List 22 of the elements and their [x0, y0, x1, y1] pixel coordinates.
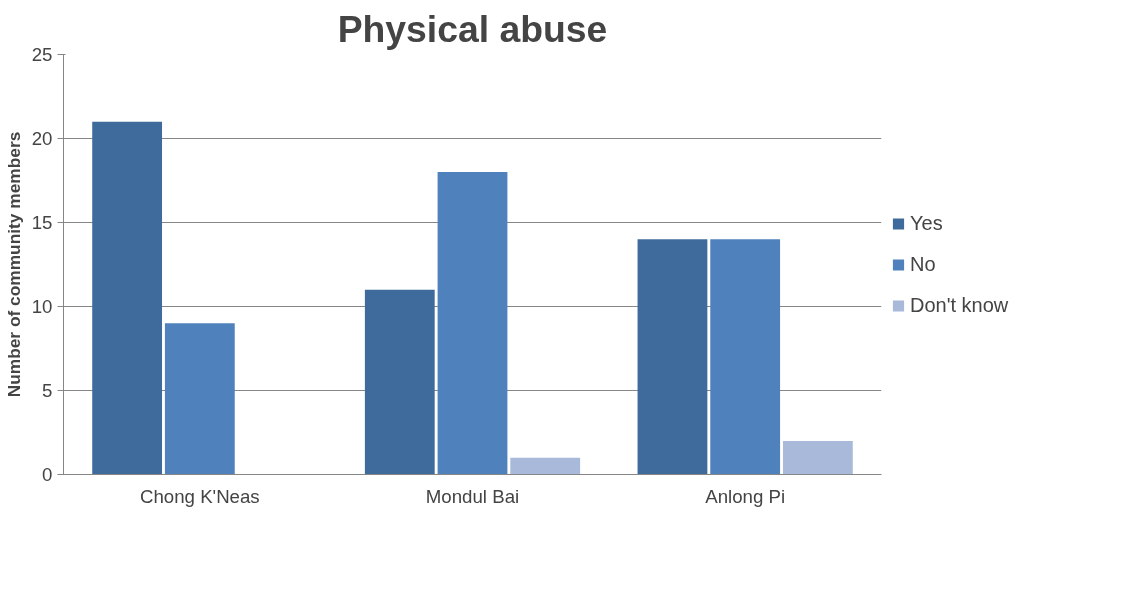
bar [782, 440, 853, 475]
y-tick-label: 25 [31, 44, 53, 65]
y-axis-title: Number of community members [3, 131, 24, 398]
x-tick-label: Chong K'Neas [139, 485, 260, 507]
legend-label: Yes [910, 211, 943, 235]
bar [164, 323, 235, 475]
bar [92, 121, 163, 475]
y-tick-label: 5 [42, 380, 53, 401]
y-tick-label: 0 [42, 464, 53, 485]
legend-label: No [910, 252, 936, 276]
y-tick-label: 20 [31, 128, 53, 149]
bar [510, 457, 581, 475]
bar [637, 239, 708, 475]
legend-label: Don't know [910, 293, 1009, 317]
x-tick-label: Mondul Bai [425, 485, 520, 507]
x-tick-label: Anlong Pi [705, 485, 786, 507]
chart-title: Physical abuse [337, 7, 608, 50]
y-tick-label: 10 [31, 296, 53, 317]
bar [710, 239, 781, 475]
bar [437, 172, 508, 475]
bar [364, 289, 435, 475]
y-tick-label: 15 [31, 212, 53, 233]
